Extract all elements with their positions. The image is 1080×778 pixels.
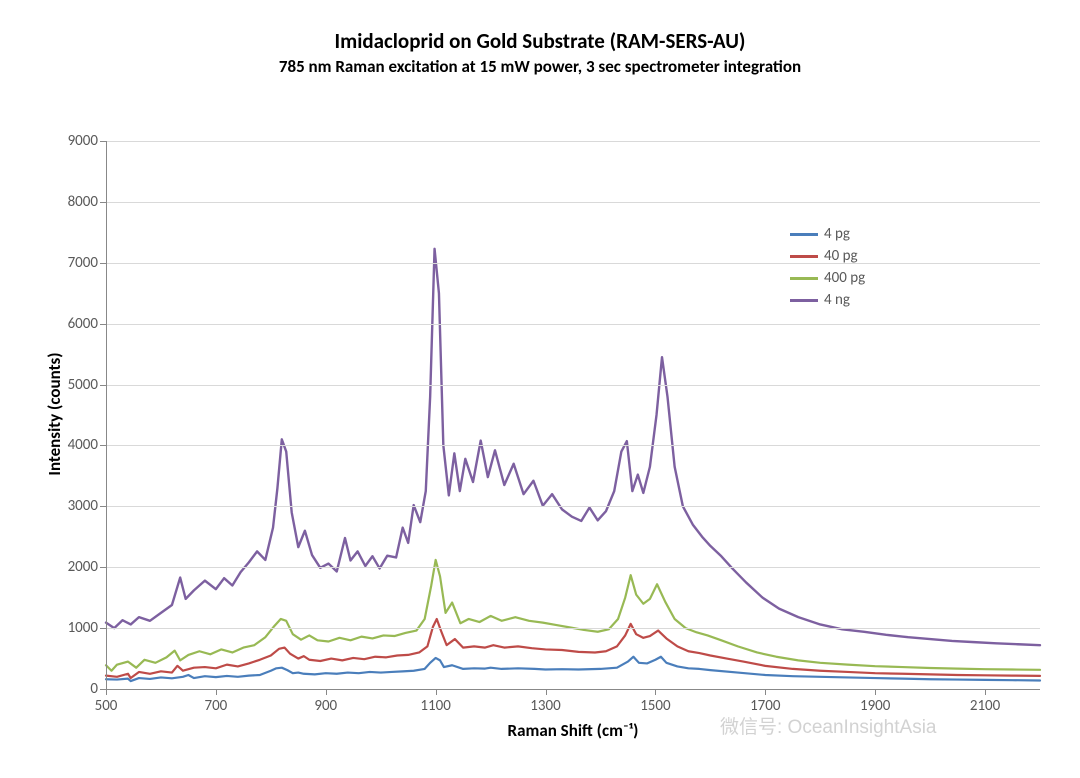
gridline: [106, 263, 1040, 264]
watermark-text: 微信号: OceanInsightAsia: [720, 712, 936, 739]
legend-swatch: [790, 277, 818, 280]
legend-item: 4 pg: [790, 225, 865, 243]
legend-swatch: [790, 233, 818, 236]
legend-label: 400 pg: [824, 269, 865, 287]
gridline: [106, 445, 1040, 446]
legend-item: 4 ng: [790, 291, 865, 309]
legend-swatch: [790, 299, 818, 302]
series-line: [106, 560, 1040, 671]
legend-label: 40 pg: [824, 247, 858, 265]
y-axis-label: Intensity (counts): [44, 352, 65, 475]
legend-label: 4 pg: [824, 225, 850, 243]
gridline: [106, 141, 1040, 142]
plot-area: 0100020003000400050006000700080009000500…: [106, 140, 1040, 689]
legend-item: 400 pg: [790, 269, 865, 287]
legend-item: 40 pg: [790, 247, 865, 265]
gridline: [106, 506, 1040, 507]
y-axis-line: [106, 141, 107, 689]
x-axis-line: [106, 689, 1040, 690]
gridline: [106, 202, 1040, 203]
chart-title: Imidacloprid on Gold Substrate (RAM-SERS…: [0, 28, 1080, 54]
legend: 4 pg 40 pg 400 pg 4 ng: [790, 225, 865, 313]
legend-label: 4 ng: [824, 291, 850, 309]
gridline: [106, 324, 1040, 325]
gridline: [106, 385, 1040, 386]
spectra-svg: [106, 141, 1040, 689]
x-axis-label: Raman Shift (cm⁻¹): [508, 720, 639, 741]
title-block: Imidacloprid on Gold Substrate (RAM-SERS…: [0, 28, 1080, 77]
gridline: [106, 628, 1040, 629]
chart-subtitle: 785 nm Raman excitation at 15 mW power, …: [0, 56, 1080, 77]
series-line: [106, 249, 1040, 645]
gridline: [106, 567, 1040, 568]
legend-swatch: [790, 255, 818, 258]
chart-container: Imidacloprid on Gold Substrate (RAM-SERS…: [0, 0, 1080, 778]
series-line: [106, 657, 1040, 681]
